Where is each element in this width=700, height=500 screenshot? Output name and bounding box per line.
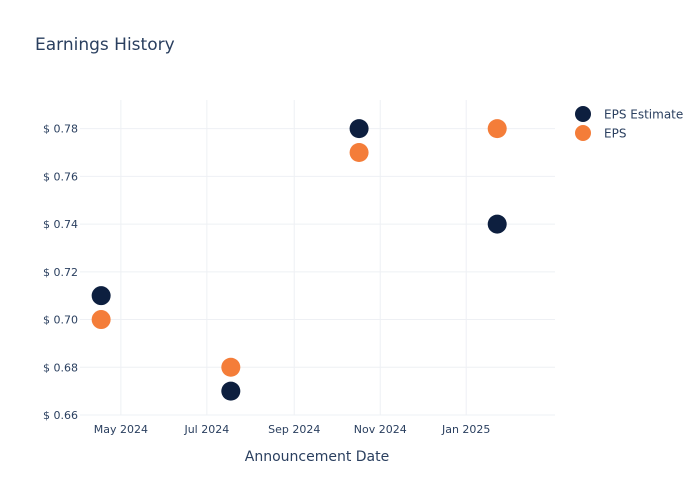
- grid: [80, 100, 555, 416]
- data-point-eps[interactable]: [91, 310, 111, 330]
- y-tick-label: $ 0.76: [43, 170, 78, 183]
- legend-label-eps-estimate: EPS Estimate: [604, 108, 683, 122]
- y-axis-tick-labels: $ 0.66 $ 0.68 $ 0.70 $ 0.72 $ 0.74 $ 0.76 $ 0.…: [43, 123, 78, 422]
- data-point-eps[interactable]: [349, 143, 369, 162]
- x-axis-title: Announcement Date: [245, 449, 389, 465]
- y-tick-label: $ 0.74: [43, 218, 78, 231]
- y-tick-label: $ 0.66: [43, 409, 78, 422]
- x-tick-label: Jul 2024: [183, 423, 229, 436]
- legend-item-eps[interactable]: EPS: [575, 125, 626, 141]
- data-point-eps[interactable]: [487, 119, 507, 139]
- chart-title: Earnings History: [35, 35, 175, 55]
- data-point-eps-estimate[interactable]: [91, 286, 111, 306]
- legend-swatch-eps: [575, 125, 591, 141]
- x-axis-tick-labels: May 2024 Jul 2024 Sep 2024 Nov 2024 Jan 2025: [94, 423, 491, 436]
- x-tick-label: Sep 2024: [268, 423, 320, 436]
- y-tick-label: $ 0.70: [43, 314, 78, 327]
- y-tick-label: $ 0.72: [43, 266, 78, 279]
- legend-swatch-eps-estimate: [575, 106, 591, 122]
- x-tick-label: Nov 2024: [354, 423, 407, 436]
- x-tick-label: Jan 2025: [441, 423, 490, 436]
- x-tick-label: May 2024: [94, 423, 148, 436]
- legend-item-eps-estimate[interactable]: EPS Estimate: [575, 106, 683, 122]
- y-tick-label: $ 0.78: [43, 123, 78, 136]
- legend: EPS Estimate EPS: [575, 106, 683, 141]
- data-points: [91, 119, 507, 401]
- data-point-eps-estimate[interactable]: [221, 381, 241, 401]
- data-point-eps[interactable]: [221, 357, 241, 377]
- legend-label-eps: EPS: [604, 127, 626, 141]
- data-point-eps-estimate[interactable]: [487, 214, 507, 234]
- y-tick-label: $ 0.68: [43, 361, 78, 374]
- data-point-eps-estimate[interactable]: [349, 119, 369, 139]
